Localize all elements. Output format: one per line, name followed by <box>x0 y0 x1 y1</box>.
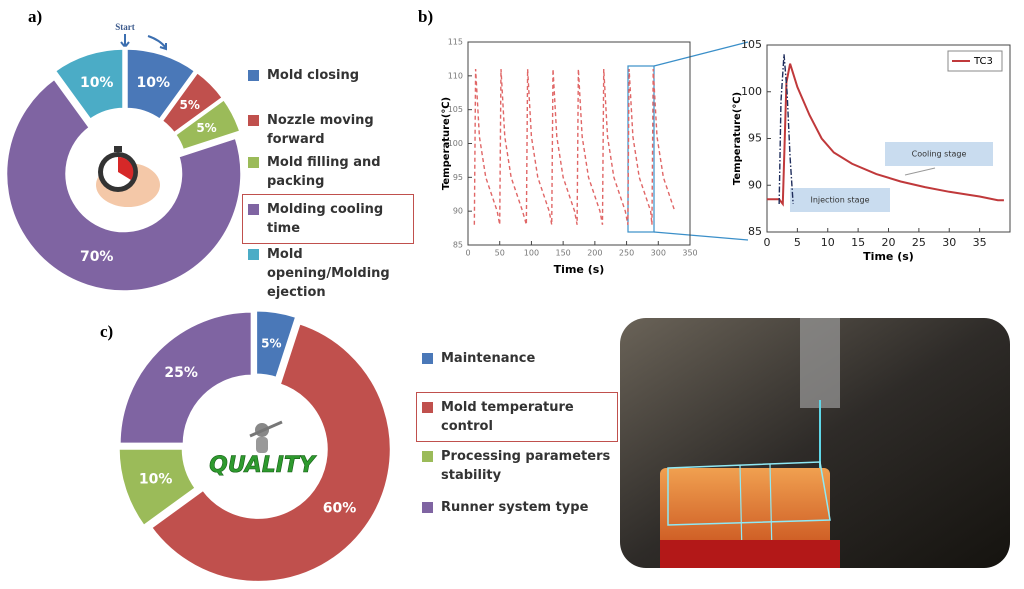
value-label: 10% <box>137 75 171 91</box>
x-axis-label: Time (s) <box>863 250 914 263</box>
panel-label: a) <box>28 7 42 26</box>
legend-label: Mold closing <box>267 68 360 83</box>
legend-swatch <box>248 204 259 215</box>
data-line <box>778 54 794 204</box>
legend-swatch <box>248 249 259 260</box>
x-tick-label: 5 <box>794 236 801 249</box>
x-tick-label: 200 <box>587 249 602 258</box>
value-label: 70% <box>80 249 114 265</box>
legend-label: Molding cooling time <box>267 202 384 236</box>
legend-swatch <box>248 70 259 81</box>
legend-label: Maintenance <box>441 351 536 366</box>
legend-item: Mold filling and packing <box>248 153 408 191</box>
y-tick-label: 105 <box>741 38 762 51</box>
legend-swatch <box>422 502 433 513</box>
x-tick-label: 25 <box>912 236 926 249</box>
panel-label: b) <box>418 7 433 26</box>
donut-slice <box>148 320 393 584</box>
legend-item: Molding cooling time <box>242 194 414 244</box>
legend-box <box>947 50 1003 72</box>
y-tick-label: 90 <box>453 207 463 216</box>
quality-icon <box>249 420 283 453</box>
y-tick-label: 85 <box>453 241 463 250</box>
zoom-connector <box>627 41 749 241</box>
legend-item: Maintenance <box>422 349 612 368</box>
legend-label: Mold temperature control <box>441 400 574 434</box>
value-label: 5% <box>196 121 216 135</box>
legend-item: Runner system type <box>422 498 612 517</box>
legend-swatch <box>422 451 433 462</box>
y-axis-label: Temperature(℃) <box>441 97 452 190</box>
legend-label: TC3 <box>973 56 993 67</box>
annotation: Cooling stage <box>912 150 967 159</box>
x-tick-label: 15 <box>851 236 865 249</box>
donut-slice <box>172 96 243 153</box>
x-tick-label: 300 <box>651 249 666 258</box>
start-label: Start <box>115 22 135 32</box>
value-label: 10% <box>80 75 114 91</box>
donut-slice <box>4 76 244 294</box>
y-tick-label: 105 <box>448 105 463 114</box>
donut-slice <box>116 446 199 529</box>
y-tick-label: 115 <box>448 38 463 47</box>
legend-swatch <box>248 157 259 168</box>
y-tick-label: 95 <box>748 132 762 145</box>
x-tick-label: 50 <box>495 249 505 258</box>
x-tick-label: 350 <box>682 249 697 258</box>
center-text: QUALITY <box>209 453 317 478</box>
donut-slice <box>117 309 254 446</box>
molding-photo <box>620 318 1010 568</box>
stopwatch-icon <box>96 146 160 207</box>
y-tick-label: 95 <box>453 173 463 182</box>
data-line <box>767 63 1004 207</box>
donut-slice <box>52 46 126 123</box>
x-tick-label: 0 <box>764 236 771 249</box>
y-tick-label: 90 <box>748 178 762 191</box>
y-axis-label: Temperature(℃) <box>732 92 743 185</box>
legend-swatch <box>422 353 433 364</box>
value-label: 5% <box>180 98 200 112</box>
x-tick-label: 250 <box>619 249 634 258</box>
x-tick-label: 100 <box>524 249 539 258</box>
panel-label: c) <box>100 322 113 341</box>
legend-label: Mold opening/Molding ejection <box>267 247 390 300</box>
x-tick-label: 0 <box>465 249 470 258</box>
legend-item: Mold temperature control <box>416 392 618 442</box>
legend-swatch <box>248 115 259 126</box>
value-label: 5% <box>261 336 281 350</box>
annotation: Injection stage <box>810 196 869 205</box>
legend-item: Mold closing <box>248 66 408 85</box>
value-label: 25% <box>164 365 198 381</box>
data-line <box>473 69 676 225</box>
y-tick-label: 110 <box>448 71 463 80</box>
legend-item: Mold opening/Molding ejection <box>248 245 408 302</box>
donut-slice <box>254 308 299 381</box>
value-label: 10% <box>139 471 173 487</box>
legend-item: Processing parameters stability <box>422 447 612 485</box>
annotation-boxes <box>790 142 993 212</box>
x-tick-label: 30 <box>942 236 956 249</box>
legend-swatch <box>422 402 433 413</box>
y-tick-label: 100 <box>741 85 762 98</box>
y-tick-label: 85 <box>748 225 762 238</box>
x-tick-label: 35 <box>973 236 987 249</box>
x-tick-label: 150 <box>556 249 571 258</box>
legend-label: Nozzle moving forward <box>267 113 374 147</box>
value-label: 60% <box>323 500 357 516</box>
legend-item: Nozzle moving forward <box>248 111 408 149</box>
legend-label: Processing parameters stability <box>441 449 611 483</box>
y-tick-label: 100 <box>448 139 463 148</box>
x-axis-label: Time (s) <box>554 263 605 276</box>
legend-label: Runner system type <box>441 500 589 515</box>
x-tick-label: 20 <box>882 236 896 249</box>
start-arrows <box>120 34 167 51</box>
x-tick-label: 10 <box>821 236 835 249</box>
donut-slice <box>124 46 198 123</box>
legend-label: Mold filling and packing <box>267 155 381 189</box>
